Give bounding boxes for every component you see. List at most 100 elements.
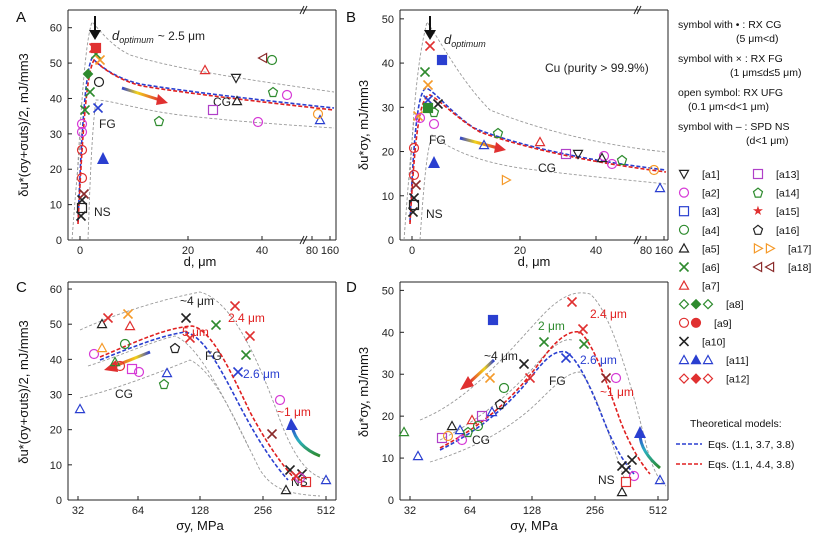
panel-a-model-red	[77, 58, 335, 225]
legend-models-title: Theoretical models:	[690, 418, 782, 430]
legend-ref-label: [a6]	[702, 262, 720, 274]
data-point	[446, 420, 458, 431]
data-point	[600, 372, 612, 384]
panel-b: B 0 10 20 30 40 50 0 20 40 80 160 d, μm δu*σy, mJ…	[346, 5, 673, 269]
data-point	[606, 158, 618, 170]
data-point	[538, 336, 550, 348]
data-point	[244, 330, 256, 342]
data-point	[408, 142, 420, 154]
legend-ref-label: [a9]	[714, 318, 732, 330]
y-tick-label: 40	[382, 58, 394, 70]
data-point	[678, 298, 690, 310]
y-tick-label: 10	[382, 453, 394, 465]
panel-d-label-26um: 2.6 μm	[580, 353, 617, 367]
panel-d-label-1um: ~1 μm	[600, 385, 634, 399]
data-point	[678, 187, 690, 198]
x-tick-label: 512	[649, 505, 667, 517]
data-point	[94, 54, 106, 66]
data-point	[274, 394, 286, 406]
panel-b-x-label: d, μm	[518, 254, 551, 269]
y-tick-label: 10	[50, 460, 62, 472]
data-point	[267, 86, 279, 98]
panel-a-markers	[75, 42, 326, 222]
data-point	[82, 68, 94, 80]
legend-ref-label: [a15]	[776, 206, 799, 218]
data-point	[161, 367, 173, 378]
panel-a-x-label: d, μm	[184, 254, 217, 269]
panel-a-dopt-arrow	[89, 16, 101, 40]
data-point	[628, 470, 640, 482]
panel-d-y-ticks: 0 10 20 30 40 50	[382, 285, 404, 507]
y-tick-label: 30	[50, 390, 62, 402]
panel-d-ns-label: NS	[598, 473, 615, 487]
data-point	[184, 332, 196, 344]
x-tick-label: 80	[306, 245, 318, 257]
data-point	[456, 434, 468, 446]
panel-c-label-24um: 2.4 μm	[228, 311, 265, 325]
data-point	[96, 318, 108, 329]
legend-ref-label: [a18]	[788, 262, 811, 274]
x-tick-label: 128	[523, 505, 541, 517]
panel-b-material-label: Cu (purity > 99.9%)	[545, 61, 649, 75]
panel-b-dopt-label: doptimum	[444, 32, 486, 49]
legend-desc-ns: symbol with – : SPD NS	[678, 121, 789, 133]
x-tick-label: 128	[191, 505, 209, 517]
data-point	[678, 373, 690, 384]
legend-ref-label: [a10]	[702, 336, 725, 348]
data-point	[76, 172, 88, 184]
x-tick-label: 512	[317, 505, 335, 517]
data-point	[422, 79, 434, 91]
data-point	[153, 115, 165, 127]
panel-b-y-ticks: 0 10 20 30 40 50	[382, 14, 404, 247]
x-tick-label: 64	[132, 505, 144, 517]
data-point	[678, 242, 690, 253]
data-point	[207, 104, 219, 116]
y-tick-label: 10	[382, 191, 394, 203]
legend-ref-label: [a1]	[702, 169, 720, 181]
data-point	[410, 179, 422, 191]
y-tick-label: 50	[50, 319, 62, 331]
data-point	[462, 426, 474, 438]
data-point	[487, 314, 499, 326]
data-point	[466, 414, 478, 425]
x-tick-label: 160	[655, 245, 673, 257]
data-point	[578, 338, 590, 350]
data-point	[102, 312, 114, 324]
data-point	[93, 76, 105, 88]
data-point	[180, 312, 192, 324]
legend-ref-label: [a12]	[726, 374, 749, 386]
panel-c-label-26um: 2.6 μm	[243, 367, 280, 381]
data-point	[752, 168, 764, 180]
legend-desc-cg: symbol with • : RX CG	[678, 19, 781, 31]
data-point	[240, 349, 252, 361]
data-point	[764, 261, 775, 273]
data-point	[620, 476, 632, 488]
panel-b-envelope-upper	[409, 20, 667, 181]
data-point	[598, 150, 610, 162]
data-point	[230, 73, 242, 84]
data-point	[79, 104, 91, 116]
legend-ref-label: [a3]	[702, 206, 720, 218]
data-point	[432, 98, 444, 110]
data-point	[133, 366, 145, 378]
panel-d-axes	[399, 281, 669, 501]
legend-ref-label: [a5]	[702, 243, 720, 255]
data-point	[257, 52, 268, 64]
data-point	[78, 188, 90, 200]
panel-d-label-2um: 2 μm	[538, 319, 565, 333]
x-tick-label: 256	[254, 505, 272, 517]
data-point	[280, 484, 292, 495]
data-point	[76, 118, 88, 130]
data-point	[436, 54, 448, 66]
data-point	[702, 354, 714, 365]
y-tick-label: 40	[382, 327, 394, 339]
legend-ref-label: [a14]	[776, 188, 799, 200]
x-tick-label: 160	[321, 245, 339, 257]
data-point	[76, 126, 88, 138]
data-point	[422, 102, 434, 114]
panel-a-model-blue	[77, 56, 335, 223]
panel-d-x-ticks: 32 64 128 256 512	[404, 496, 667, 517]
data-point	[678, 261, 690, 273]
panel-c-label-1um: ~1 μm	[277, 405, 311, 419]
